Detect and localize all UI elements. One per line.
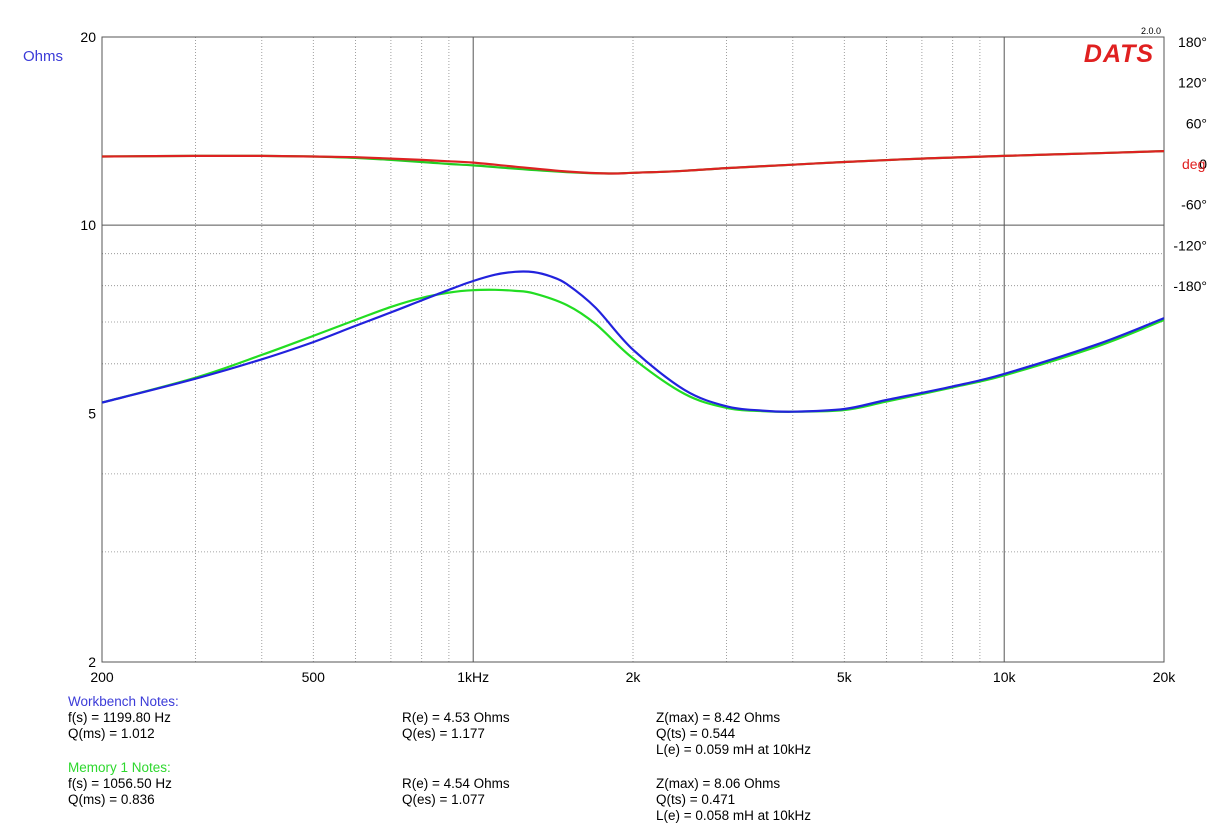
workbench-notes-col3: Z(max) = 8.42 Ohms Q(ts) = 0.544 L(e) = … <box>656 710 811 758</box>
memory-zmax: Z(max) = 8.06 Ohms <box>656 776 781 791</box>
y-tick-label: 5 <box>88 405 96 421</box>
memory-qts: Q(ts) = 0.471 <box>656 792 736 807</box>
phase-tick-label: -180° <box>1173 278 1207 294</box>
version-label: 2.0.0 <box>1141 26 1161 36</box>
workbench-qms: Q(ms) = 1.012 <box>68 726 155 741</box>
phase-tick-label: 0 <box>1199 156 1207 172</box>
memory-le: L(e) = 0.058 mH at 10kHz <box>656 808 811 823</box>
memory-re: R(e) = 4.54 Ohms <box>402 776 510 791</box>
workbench-fs: f(s) = 1199.80 Hz <box>68 710 171 725</box>
memory-notes-col2: R(e) = 4.54 Ohms Q(es) = 1.077 <box>402 776 510 808</box>
workbench-notes-col2: R(e) = 4.53 Ohms Q(es) = 1.177 <box>402 710 510 742</box>
plot-frame <box>101 36 1165 663</box>
y-unit-label: Ohms <box>23 48 63 65</box>
dats-logo: DATS <box>1084 40 1154 68</box>
y-tick-label: 20 <box>80 29 96 45</box>
memory-qes: Q(es) = 1.077 <box>402 792 485 807</box>
axis-labels: 200 500 1kHz 2k 5k 10k 20k 20 10 5 2 180° 120° 60° 0 -6… <box>80 29 1207 685</box>
series-layer <box>101 150 1165 413</box>
memory-fs: f(s) = 1056.50 Hz <box>68 776 172 791</box>
workbench-qes: Q(es) = 1.177 <box>402 726 485 741</box>
phase-tick-label: 180° <box>1178 34 1207 50</box>
y-tick-label: 10 <box>80 217 96 233</box>
workbench-re: R(e) = 4.53 Ohms <box>402 710 510 725</box>
memory-notes-col3: Z(max) = 8.06 Ohms Q(ts) = 0.471 L(e) = … <box>656 776 811 824</box>
workbench-le: L(e) = 0.059 mH at 10kHz <box>656 742 811 757</box>
grid-layer <box>101 36 1165 663</box>
workbench-notes: Workbench Notes: f(s) = 1199.80 Hz Q(ms)… <box>68 694 179 742</box>
x-tick-label: 5k <box>837 669 853 685</box>
workbench-phase-curve <box>101 150 1165 175</box>
memory-notes: Memory 1 Notes: f(s) = 1056.50 Hz Q(ms) … <box>68 760 172 808</box>
x-tick-label: 10k <box>993 669 1017 685</box>
x-tick-label: 500 <box>302 669 326 685</box>
x-tick-label: 200 <box>90 669 114 685</box>
workbench-qts: Q(ts) = 0.544 <box>656 726 736 741</box>
workbench-impedance-curve <box>101 270 1165 413</box>
x-tick-label: 1kHz <box>457 669 489 685</box>
workbench-zmax: Z(max) = 8.42 Ohms <box>656 710 781 725</box>
impedance-chart: 200 500 1kHz 2k 5k 10k 20k 20 10 5 2 180° 120° 60° 0 -6… <box>23 26 1207 685</box>
phase-tick-label: -60° <box>1181 197 1207 213</box>
x-tick-label: 2k <box>626 669 642 685</box>
memory-qms: Q(ms) = 0.836 <box>68 792 155 807</box>
memory-impedance-curve <box>101 288 1165 413</box>
memory-notes-title: Memory 1 Notes: <box>68 760 171 775</box>
phase-tick-label: 60° <box>1186 115 1207 131</box>
phase-tick-label: 120° <box>1178 75 1207 91</box>
x-tick-label: 20k <box>1153 669 1177 685</box>
y-tick-label: 2 <box>88 654 96 670</box>
phase-tick-label: -120° <box>1173 237 1207 253</box>
workbench-notes-title: Workbench Notes: <box>68 694 179 709</box>
phase-unit-label: deg <box>1182 156 1205 172</box>
